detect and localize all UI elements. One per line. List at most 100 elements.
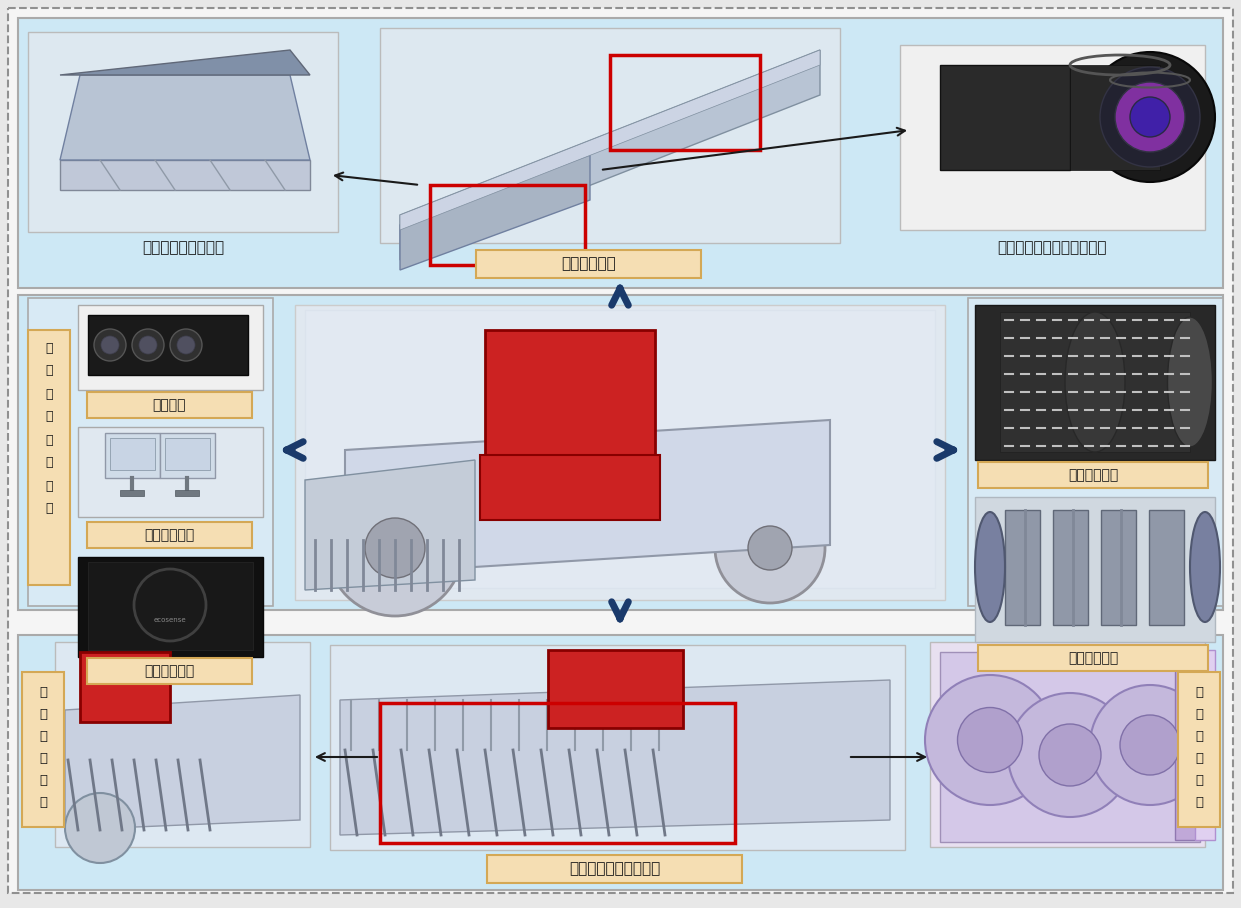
Text: 装: 装 — [1195, 774, 1203, 786]
Bar — [87, 522, 252, 548]
Bar — [930, 642, 1205, 847]
Text: 维: 维 — [45, 364, 53, 378]
Text: 知: 知 — [45, 457, 53, 469]
Text: 置: 置 — [38, 795, 47, 808]
Polygon shape — [60, 75, 310, 160]
Bar — [477, 250, 701, 278]
Bar — [175, 490, 199, 496]
Circle shape — [748, 526, 792, 570]
Circle shape — [132, 329, 164, 361]
Bar — [19, 18, 1222, 288]
Circle shape — [715, 493, 825, 603]
Polygon shape — [65, 695, 300, 830]
Circle shape — [134, 569, 206, 641]
Bar — [305, 310, 934, 588]
Ellipse shape — [1114, 82, 1185, 152]
Bar — [968, 298, 1222, 606]
Text: 系: 系 — [45, 479, 53, 492]
Bar — [611, 55, 759, 150]
Text: 大豆玉米三模收割装置: 大豆玉米三模收割装置 — [568, 862, 660, 876]
Text: 信: 信 — [45, 388, 53, 400]
Text: 工业高速相机杂质精准检测: 工业高速相机杂质精准检测 — [998, 241, 1107, 255]
Ellipse shape — [1131, 97, 1170, 137]
Ellipse shape — [1190, 512, 1220, 622]
Bar — [88, 315, 248, 375]
Circle shape — [1119, 715, 1180, 775]
Bar — [78, 557, 263, 657]
Bar — [22, 672, 65, 827]
Text: 大豆脱粒装置: 大豆脱粒装置 — [1067, 468, 1118, 482]
Text: 三维激光雷达: 三维激光雷达 — [144, 664, 195, 678]
Bar — [55, 642, 310, 847]
Bar — [87, 658, 252, 684]
Circle shape — [139, 336, 158, 354]
Text: 深度相机: 深度相机 — [153, 398, 186, 412]
Bar — [429, 185, 585, 265]
Bar — [480, 455, 660, 520]
Bar — [900, 45, 1205, 230]
Bar — [87, 392, 252, 418]
Bar — [1178, 672, 1220, 827]
Text: 收: 收 — [1195, 729, 1203, 743]
Polygon shape — [60, 160, 310, 190]
Text: 收: 收 — [38, 729, 47, 743]
Ellipse shape — [1100, 67, 1200, 167]
Ellipse shape — [1168, 317, 1212, 447]
Text: 装: 装 — [38, 774, 47, 786]
Bar — [78, 427, 263, 517]
Bar — [978, 462, 1207, 488]
Bar — [295, 305, 944, 600]
Bar — [975, 497, 1215, 642]
Bar — [939, 65, 1070, 170]
Bar — [549, 650, 683, 728]
Circle shape — [1090, 685, 1210, 805]
Bar — [29, 330, 69, 585]
Polygon shape — [400, 50, 820, 230]
Text: 置: 置 — [1195, 795, 1203, 808]
Bar — [29, 298, 273, 606]
Bar — [1195, 650, 1215, 840]
Text: 感: 感 — [45, 433, 53, 447]
Text: 米: 米 — [38, 707, 47, 721]
Text: 大: 大 — [1195, 686, 1203, 698]
Bar — [165, 438, 210, 470]
Bar — [485, 330, 655, 460]
Circle shape — [1008, 693, 1132, 817]
Circle shape — [65, 793, 135, 863]
Text: 多: 多 — [45, 341, 53, 354]
Text: 割: 割 — [1195, 752, 1203, 765]
Circle shape — [925, 675, 1055, 805]
Polygon shape — [345, 420, 830, 575]
Circle shape — [1039, 724, 1101, 786]
Text: 玉米脱粒装置: 玉米脱粒装置 — [1067, 651, 1118, 665]
Polygon shape — [60, 50, 310, 75]
Bar — [939, 652, 1200, 842]
Text: 割: 割 — [38, 752, 47, 765]
Bar — [79, 652, 170, 722]
Bar — [19, 635, 1222, 890]
Circle shape — [958, 707, 1023, 773]
Text: 息: 息 — [45, 410, 53, 423]
Text: 玉: 玉 — [38, 686, 47, 698]
Ellipse shape — [975, 512, 1005, 622]
Polygon shape — [400, 50, 820, 260]
Circle shape — [365, 518, 424, 578]
Ellipse shape — [1065, 312, 1126, 452]
Bar — [160, 433, 215, 478]
Bar — [978, 645, 1207, 671]
Polygon shape — [1101, 510, 1136, 625]
Bar — [120, 490, 144, 496]
Polygon shape — [1054, 510, 1088, 625]
Polygon shape — [1005, 510, 1040, 625]
Text: 风力自调节除杂装置: 风力自调节除杂装置 — [141, 241, 225, 255]
Circle shape — [94, 329, 127, 361]
Polygon shape — [340, 680, 890, 835]
Text: ecosense: ecosense — [154, 617, 186, 623]
Bar — [110, 438, 155, 470]
Polygon shape — [1149, 510, 1184, 625]
Bar — [975, 305, 1215, 460]
Text: 统: 统 — [45, 502, 53, 516]
Text: 近红外光谱仪: 近红外光谱仪 — [144, 528, 195, 542]
Bar — [78, 305, 263, 390]
Text: 豆: 豆 — [1195, 707, 1203, 721]
